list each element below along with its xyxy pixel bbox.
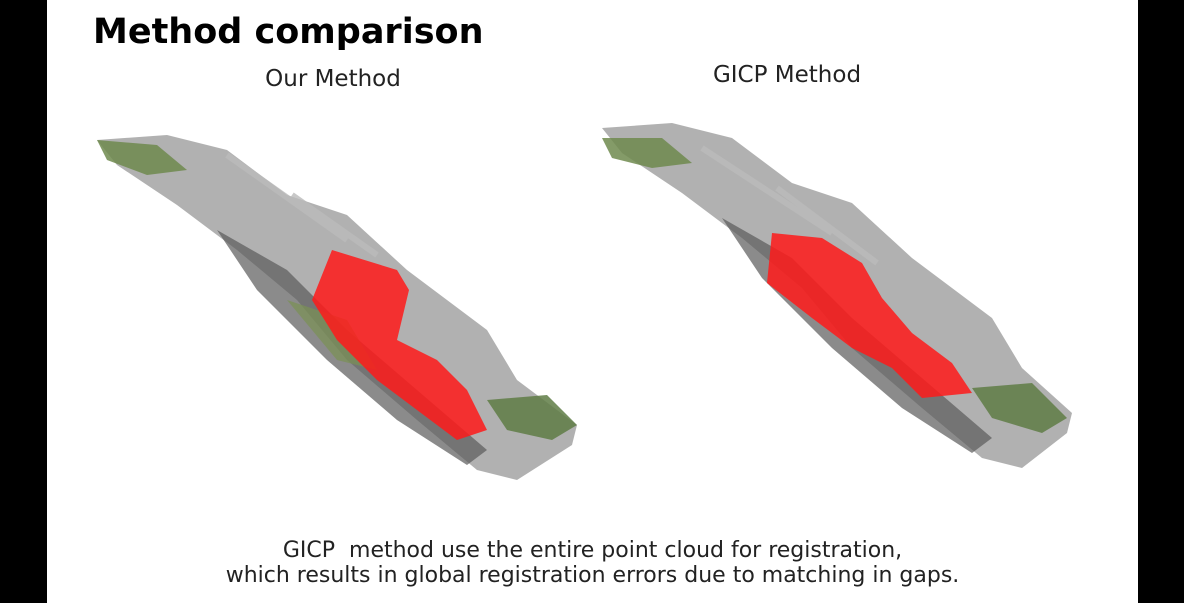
structure (700, 145, 834, 236)
point-cloud (97, 135, 577, 480)
point-clouds (97, 123, 1072, 480)
vegetation (487, 395, 577, 440)
structure (775, 185, 879, 266)
structure (290, 192, 379, 258)
slide: Method comparison Our Method GICP Method (47, 0, 1138, 603)
bars (700, 145, 879, 266)
vegetation (602, 138, 692, 168)
panel-label: GICP Method (712, 62, 862, 88)
error-region (312, 250, 487, 440)
structure (225, 152, 349, 243)
vegetation (97, 140, 187, 175)
caption: GICP method use the entire point cloud f… (47, 538, 1138, 588)
slide-title: Method comparison (93, 12, 484, 52)
caption-line: which results in global registration err… (225, 563, 960, 588)
panel-label: Our Method (265, 66, 401, 92)
point-cloud (602, 123, 1072, 468)
vegetation (972, 383, 1067, 433)
error-region (767, 233, 972, 398)
bars (225, 152, 379, 258)
caption-line: GICP method use the entire point cloud f… (282, 538, 903, 563)
